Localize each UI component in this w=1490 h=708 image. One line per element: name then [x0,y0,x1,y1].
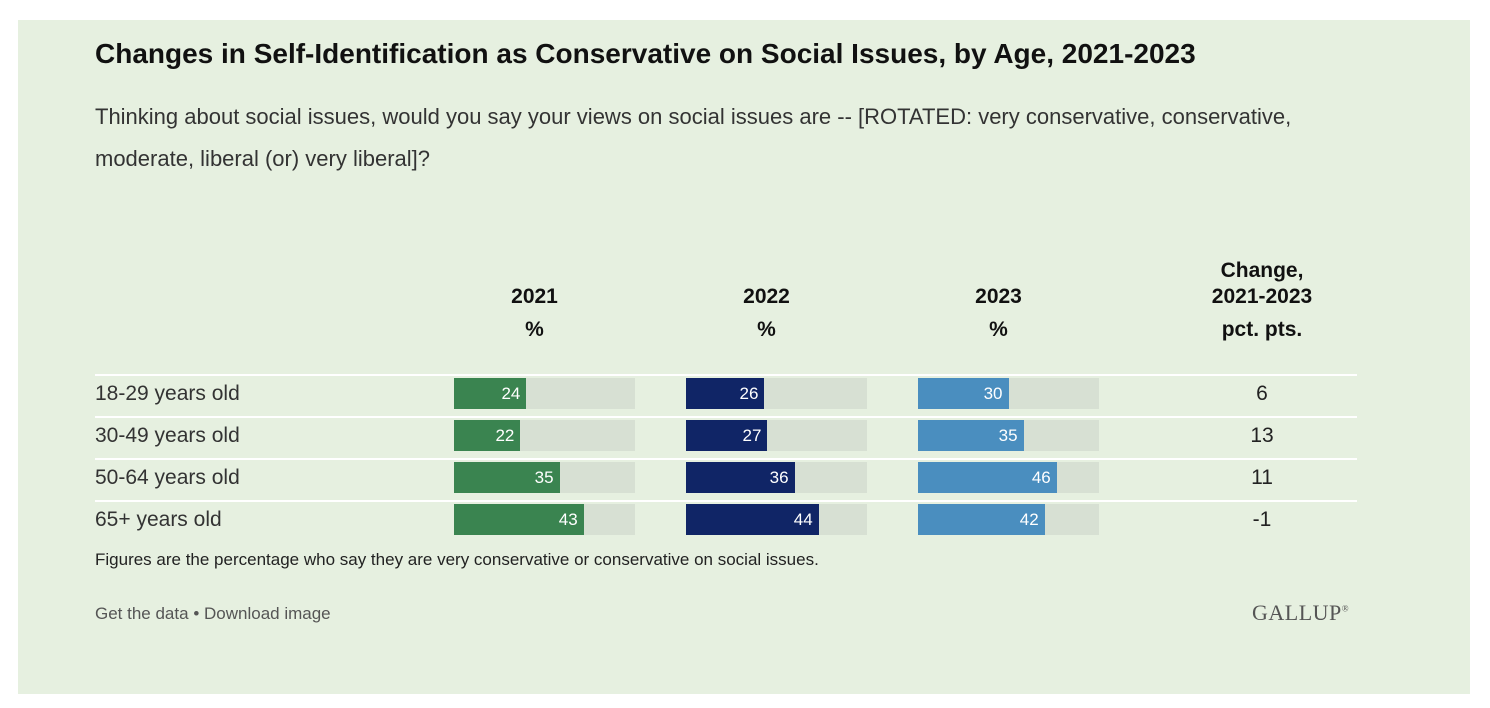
bar-value-label: 24 [501,383,521,403]
gallup-logo-text: GALLUP [1252,600,1342,625]
change-value: 13 [1250,424,1274,447]
gallup-logo: GALLUP® [1252,600,1350,625]
bar-track: 35 [918,420,1099,451]
footer-links: Get the data • Download image [95,604,331,624]
bar-track: 26 [686,378,867,409]
bar-value-label: 43 [558,509,578,529]
row-divider [95,458,1357,460]
bar-2023: 35 [918,420,1024,451]
bar-value-label: 36 [769,467,789,487]
bar-value-label: 42 [1019,509,1039,529]
bar-value-label: 35 [998,425,1018,445]
bar-track: 36 [686,462,867,493]
bar-2023: 42 [918,504,1045,535]
bar-value-label: 46 [1031,467,1051,487]
column-unit-2023: % [989,318,1008,341]
change-value: 11 [1251,466,1273,489]
column-header-change: Change, 2021-2023 [1211,259,1313,308]
bar-track: 46 [918,462,1099,493]
bar-2023: 46 [918,462,1057,493]
column-unit-2021: % [525,318,544,341]
bar-track: 22 [454,420,635,451]
column-unit-2022: % [757,318,776,341]
bar-value-label: 27 [742,425,762,445]
get-data-link[interactable]: Get the data [95,604,189,623]
bar-2022: 27 [686,420,768,451]
chart-title: Changes in Self-Identification as Conser… [95,38,1196,69]
bar-value-label: 30 [983,383,1003,403]
bar-track: 30 [918,378,1099,409]
chart-panel [18,20,1470,694]
row-label: 65+ years old [95,508,222,531]
row-label: 18-29 years old [95,382,240,405]
bar-track: 27 [686,420,867,451]
link-separator: • [193,604,200,623]
bar-2021: 35 [454,462,560,493]
bar-2022: 36 [686,462,795,493]
row-divider [95,416,1357,418]
bar-track: 35 [454,462,635,493]
column-header-2022: 2022 [743,285,790,308]
bar-track: 44 [686,504,867,535]
download-image-link[interactable]: Download image [204,604,331,623]
row-divider [95,374,1357,376]
bar-2021: 43 [454,504,584,535]
column-unit-change: pct. pts. [1221,318,1303,341]
chart-note: Figures are the percentage who say they … [95,550,819,569]
change-value: -1 [1252,508,1272,531]
bar-track: 43 [454,504,635,535]
change-value: 6 [1256,382,1268,405]
column-header-2021: 2021 [511,285,558,308]
bar-2023: 30 [918,378,1009,409]
row-label: 50-64 years old [95,466,240,489]
bar-2022: 44 [686,504,819,535]
bar-2022: 26 [686,378,765,409]
bar-track: 42 [918,504,1099,535]
chart-subtitle: Thinking about social issues, would you … [95,104,1292,171]
bar-2021: 22 [454,420,521,451]
bar-value-label: 44 [793,509,813,529]
bar-value-label: 35 [534,467,554,487]
column-header-2023: 2023 [975,285,1022,308]
bar-2021: 24 [454,378,527,409]
bar-value-label: 26 [739,383,759,403]
bar-track: 24 [454,378,635,409]
bar-value-label: 22 [495,425,515,445]
row-divider [95,500,1357,502]
row-label: 30-49 years old [95,424,240,447]
